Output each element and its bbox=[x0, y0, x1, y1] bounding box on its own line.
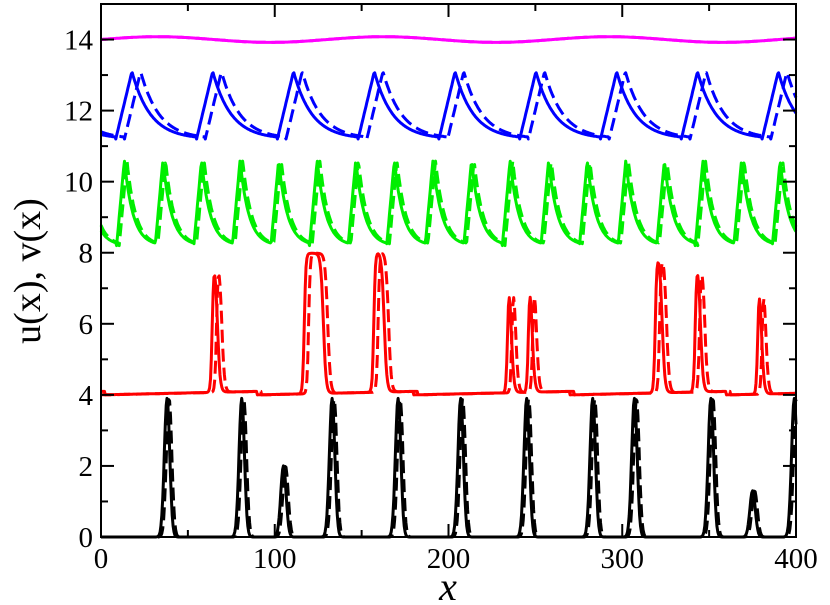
y-tick-label: 4 bbox=[79, 380, 94, 412]
y-tick-label: 12 bbox=[64, 96, 93, 128]
y-tick-label: 0 bbox=[79, 522, 94, 554]
series-0-solid-line bbox=[100, 396, 798, 539]
ticks-layer: 0 100 200 300 400 0 2 4 6 8 10 12 14 bbox=[64, 4, 818, 575]
y-tick-label: 2 bbox=[79, 451, 94, 483]
series-layer bbox=[99, 35, 798, 539]
x-axis-title: x bbox=[438, 564, 457, 605]
x-tick-label: 200 bbox=[427, 543, 471, 575]
x-tick-label: 0 bbox=[94, 543, 109, 575]
series-2-dashed-line bbox=[99, 159, 798, 248]
series-1-solid-line bbox=[100, 251, 797, 397]
x-tick-label: 300 bbox=[601, 543, 645, 575]
y-tick-label: 6 bbox=[79, 309, 94, 341]
series-3-solid-line bbox=[100, 71, 798, 141]
y-axis-title: u(x), v(x) bbox=[7, 198, 49, 344]
series-2-solid-line bbox=[99, 159, 798, 248]
x-tick-label: 100 bbox=[253, 543, 297, 575]
plot-frame bbox=[100, 3, 797, 538]
series-1-dashed-line bbox=[100, 251, 797, 397]
series-3-dashed-line bbox=[100, 71, 798, 141]
series-4-solid-line bbox=[100, 35, 797, 44]
y-tick-label: 14 bbox=[64, 25, 94, 57]
y-tick-label: 8 bbox=[79, 238, 94, 270]
y-tick-label: 10 bbox=[64, 167, 93, 199]
x-tick-label: 400 bbox=[774, 543, 818, 575]
series-0-dashed-line bbox=[100, 398, 798, 539]
